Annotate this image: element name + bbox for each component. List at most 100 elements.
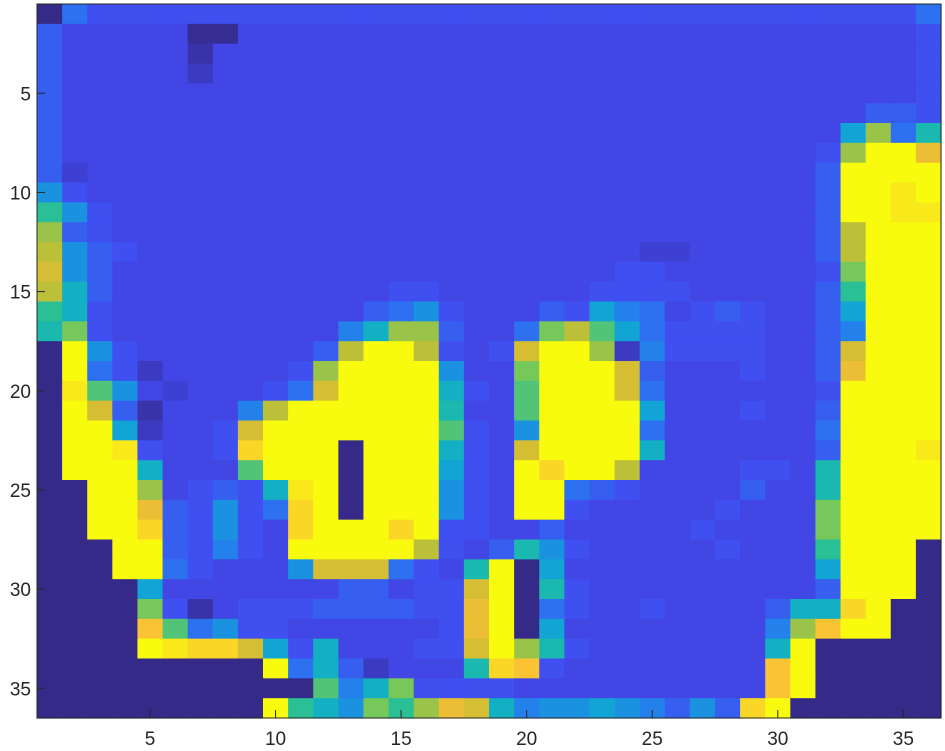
heatmap-cell [790, 440, 817, 461]
heatmap-cell [87, 242, 113, 263]
heatmap-cell [137, 698, 164, 719]
heatmap-cell [564, 480, 591, 501]
heatmap-cell [288, 182, 314, 203]
heatmap-cell [87, 678, 113, 699]
heatmap-cell [463, 480, 490, 501]
heatmap-cell [589, 222, 616, 243]
heatmap-cell [62, 658, 88, 679]
heatmap-cell [790, 4, 817, 25]
heatmap-cell [564, 4, 591, 25]
heatmap-cell [112, 261, 139, 283]
heatmap-cell [413, 261, 440, 283]
heatmap-cell [564, 83, 591, 104]
heatmap-cell [413, 281, 440, 303]
heatmap-cell [338, 202, 365, 223]
heatmap-cell [137, 83, 164, 104]
heatmap-cell [689, 380, 716, 402]
heatmap-cell [514, 142, 540, 164]
heatmap-cell [514, 23, 540, 45]
heatmap-cell [740, 142, 766, 164]
heatmap-cell [363, 380, 390, 402]
heatmap-cell [589, 43, 616, 65]
heatmap-cell [614, 559, 641, 580]
heatmap-cell [589, 698, 616, 719]
heatmap-cell [313, 162, 339, 184]
heatmap-cell [212, 539, 239, 560]
heatmap-cell [664, 103, 691, 124]
heatmap-cell [915, 43, 942, 65]
heatmap-cell [187, 658, 214, 679]
heatmap-cell [62, 420, 88, 441]
heatmap-cell [237, 380, 264, 402]
heatmap-cell [790, 460, 817, 481]
heatmap-cell [514, 420, 540, 441]
heatmap-cell [338, 43, 365, 65]
heatmap-cell [338, 261, 365, 283]
heatmap-cell [740, 43, 766, 65]
heatmap-cell [237, 599, 264, 620]
heatmap-cell [463, 599, 490, 620]
heatmap-cell [388, 618, 415, 640]
heatmap-cell [915, 23, 942, 45]
heatmap-cell [438, 361, 465, 382]
heatmap-cell [438, 301, 465, 322]
heatmap-cell [62, 400, 88, 422]
heatmap-cell [790, 23, 817, 45]
heatmap-cell [463, 400, 490, 422]
heatmap-cell [313, 361, 339, 382]
heatmap-cell [639, 281, 666, 303]
heatmap-cell [363, 460, 390, 481]
heatmap-cell [338, 618, 365, 640]
heatmap-cell [689, 599, 716, 620]
heatmap-cell [915, 440, 942, 461]
heatmap-cell [614, 222, 641, 243]
heatmap-cell [765, 222, 791, 243]
heatmap-cell [313, 281, 339, 303]
heatmap-cell [514, 202, 540, 223]
heatmap-cell [840, 222, 867, 243]
heatmap-cell [162, 261, 189, 283]
heatmap-cell [489, 261, 515, 283]
heatmap-cell [87, 83, 113, 104]
heatmap-cell [263, 499, 289, 521]
heatmap-cell [890, 658, 917, 679]
heatmap-cell [463, 261, 490, 283]
heatmap-cell [137, 261, 164, 283]
heatmap-cell [313, 579, 339, 600]
heatmap-cell [890, 480, 917, 501]
heatmap-cell [740, 222, 766, 243]
heatmap-cell [514, 182, 540, 203]
heatmap-cell [212, 460, 239, 481]
heatmap-cell [514, 519, 540, 541]
heatmap-cell [715, 281, 741, 303]
heatmap-cell [438, 341, 465, 362]
heatmap-cell [187, 222, 214, 243]
heatmap-cell [313, 599, 339, 620]
heatmap-cell [865, 301, 892, 322]
heatmap-cell [489, 559, 515, 580]
heatmap-cell [664, 579, 691, 600]
heatmap-cell [363, 23, 390, 45]
heatmap-cell [463, 618, 490, 640]
heatmap-cell [388, 43, 415, 65]
heatmap-cell [915, 658, 942, 679]
heatmap-cell [438, 242, 465, 263]
heatmap-cell [915, 142, 942, 164]
heatmap-cell [363, 43, 390, 65]
heatmap-cell [840, 559, 867, 580]
heatmap-cell [413, 618, 440, 640]
heatmap-cell [463, 380, 490, 402]
heatmap-cell [212, 4, 239, 25]
heatmap-cell [865, 519, 892, 541]
heatmap-cell [614, 341, 641, 362]
y-tick-label: 20 [10, 382, 31, 403]
heatmap-cell [62, 341, 88, 362]
heatmap-cell [112, 519, 139, 541]
heatmap-cell [740, 460, 766, 481]
heatmap-cell [514, 341, 540, 362]
heatmap-cell [463, 361, 490, 382]
heatmap-cell [288, 23, 314, 45]
heatmap-cell [212, 698, 239, 719]
heatmap-cell [463, 242, 490, 263]
heatmap-cell [212, 162, 239, 184]
